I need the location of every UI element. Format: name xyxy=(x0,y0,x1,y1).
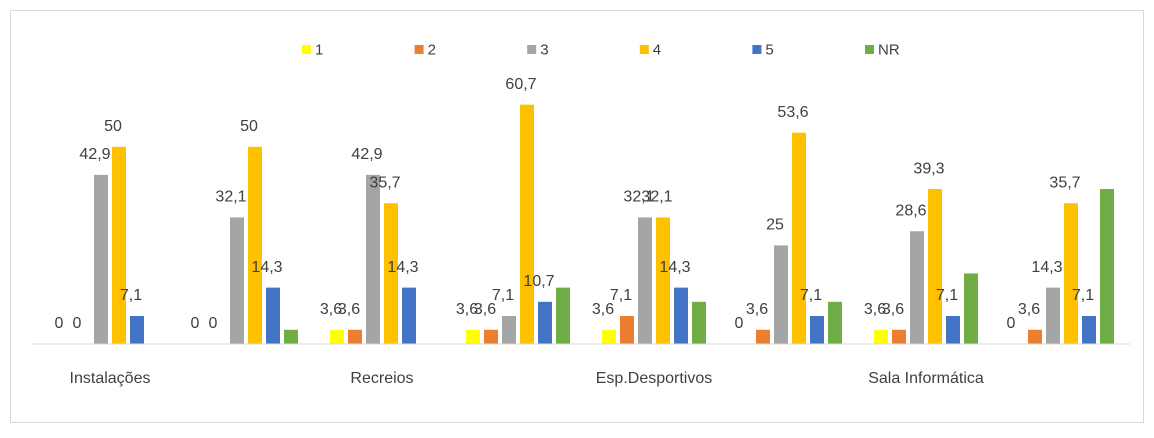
bar xyxy=(638,217,652,344)
data-label: 28,6 xyxy=(895,202,926,219)
bar xyxy=(1064,203,1078,344)
bar xyxy=(828,301,842,344)
bar xyxy=(674,287,688,344)
bar xyxy=(520,104,534,344)
data-label: 32,1 xyxy=(623,189,654,206)
data-label: 42,9 xyxy=(351,146,382,163)
data-label: 0 xyxy=(73,315,82,332)
bar xyxy=(692,301,706,344)
bar xyxy=(330,329,344,344)
bar xyxy=(230,217,244,344)
bar xyxy=(774,245,788,344)
data-label: 3,6 xyxy=(1018,301,1040,318)
bar xyxy=(1028,329,1042,344)
data-label: 0 xyxy=(55,315,64,332)
data-label: 7,1 xyxy=(936,287,958,304)
bar xyxy=(502,316,516,344)
bar xyxy=(602,329,616,344)
data-label: 3,6 xyxy=(474,301,496,318)
bar xyxy=(112,146,126,344)
data-label: 3,6 xyxy=(592,301,614,318)
data-label: 14,3 xyxy=(659,259,690,276)
bar xyxy=(892,329,906,344)
legend-label: NR xyxy=(878,41,900,58)
data-label: 3,6 xyxy=(338,301,360,318)
data-label: 14,3 xyxy=(387,259,418,276)
data-label: 7,1 xyxy=(492,287,514,304)
data-label: 39,3 xyxy=(913,160,944,177)
bar xyxy=(928,189,942,344)
legend-label: 5 xyxy=(765,41,773,58)
data-label: 3,6 xyxy=(320,301,342,318)
bar xyxy=(94,174,108,344)
data-label: 14,3 xyxy=(251,259,282,276)
data-label: 50 xyxy=(240,118,258,135)
bar xyxy=(266,287,280,344)
data-label: 0 xyxy=(735,315,744,332)
x-tick-label: Recreios xyxy=(350,370,413,387)
bar xyxy=(538,301,552,344)
legend-swatch xyxy=(527,45,537,54)
bar xyxy=(874,329,888,344)
data-label: 0 xyxy=(209,315,218,332)
data-label: 10,7 xyxy=(523,273,554,290)
legend-swatch xyxy=(752,45,762,54)
data-label: 0 xyxy=(191,315,200,332)
x-tick-label: Sala Informática xyxy=(868,370,984,387)
data-label: 7,1 xyxy=(1072,287,1094,304)
legend-swatch xyxy=(639,45,649,54)
bar xyxy=(130,316,144,344)
data-label: 32,1 xyxy=(215,189,246,206)
bar xyxy=(756,329,770,344)
data-label: 35,7 xyxy=(1049,174,1080,191)
bar xyxy=(1046,287,1060,344)
data-label: 14,3 xyxy=(1031,259,1062,276)
bar xyxy=(656,217,670,344)
data-label: 7,1 xyxy=(120,287,142,304)
data-label: 7,1 xyxy=(800,287,822,304)
data-label: 50 xyxy=(104,118,122,135)
legend-swatch xyxy=(414,45,424,54)
bar xyxy=(1100,189,1114,344)
bar xyxy=(384,203,398,344)
data-label: 60,7 xyxy=(505,76,536,93)
data-label: 25 xyxy=(766,217,784,234)
legend-label: 4 xyxy=(653,41,661,58)
bar xyxy=(466,329,480,344)
bar xyxy=(1082,316,1096,344)
bar xyxy=(366,174,380,344)
bar xyxy=(946,316,960,344)
bar xyxy=(484,329,498,344)
bar xyxy=(810,316,824,344)
data-label: 53,6 xyxy=(777,104,808,121)
legend-label: 2 xyxy=(428,41,436,58)
chart-frame xyxy=(10,10,1144,423)
legend-swatch xyxy=(302,45,311,54)
data-label: 7,1 xyxy=(610,287,632,304)
data-label: 42,9 xyxy=(79,146,110,163)
bar xyxy=(348,329,362,344)
data-label: 3,6 xyxy=(864,301,886,318)
bar xyxy=(910,231,924,344)
data-label: 3,6 xyxy=(746,301,768,318)
data-label: 35,7 xyxy=(369,174,400,191)
x-tick-label: Esp.Desportivos xyxy=(596,370,713,387)
bar xyxy=(402,287,416,344)
x-tick-label: Instalações xyxy=(70,370,151,387)
legend-label: 3 xyxy=(540,41,548,58)
data-label: 32,1 xyxy=(641,189,672,206)
bar xyxy=(284,329,298,344)
bar xyxy=(620,316,634,344)
bar xyxy=(248,146,262,344)
legend-swatch xyxy=(865,45,874,54)
bar xyxy=(556,287,570,344)
data-label: 3,6 xyxy=(882,301,904,318)
bar xyxy=(964,273,978,344)
legend-label: 1 xyxy=(315,41,323,58)
bar xyxy=(792,132,806,344)
data-label: 3,6 xyxy=(456,301,478,318)
data-label: 0 xyxy=(1007,315,1016,332)
